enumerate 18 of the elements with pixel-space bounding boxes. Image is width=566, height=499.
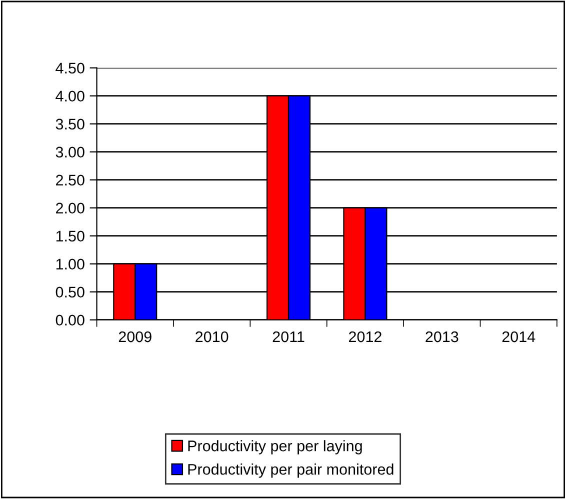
- x-tick-label: 2012: [348, 331, 382, 342]
- y-tick-label: 1.50: [56, 230, 84, 242]
- x-tick-label: 2011: [272, 331, 304, 342]
- x-tick-label: 2013: [426, 331, 458, 342]
- legend-label: Productivity per pair monitored: [188, 464, 394, 478]
- y-tick-label: 4.00: [56, 90, 84, 102]
- x-tick-label: 2009: [118, 331, 152, 342]
- x-tick-label: 2014: [502, 331, 536, 342]
- y-tick-label: 4.50: [56, 62, 84, 74]
- legend-label: Productivity per per laying: [188, 440, 362, 454]
- y-tick-label: 3.50: [56, 118, 84, 130]
- x-tick-label: 2010: [196, 331, 228, 342]
- y-tick-label: 3.00: [56, 146, 84, 158]
- y-tick-label: 0.00: [56, 314, 84, 326]
- y-tick-label: 1.00: [56, 258, 84, 270]
- y-tick-label: 0.50: [56, 286, 84, 298]
- y-tick-label: 2.00: [56, 202, 84, 214]
- y-tick-label: 2.50: [56, 174, 84, 186]
